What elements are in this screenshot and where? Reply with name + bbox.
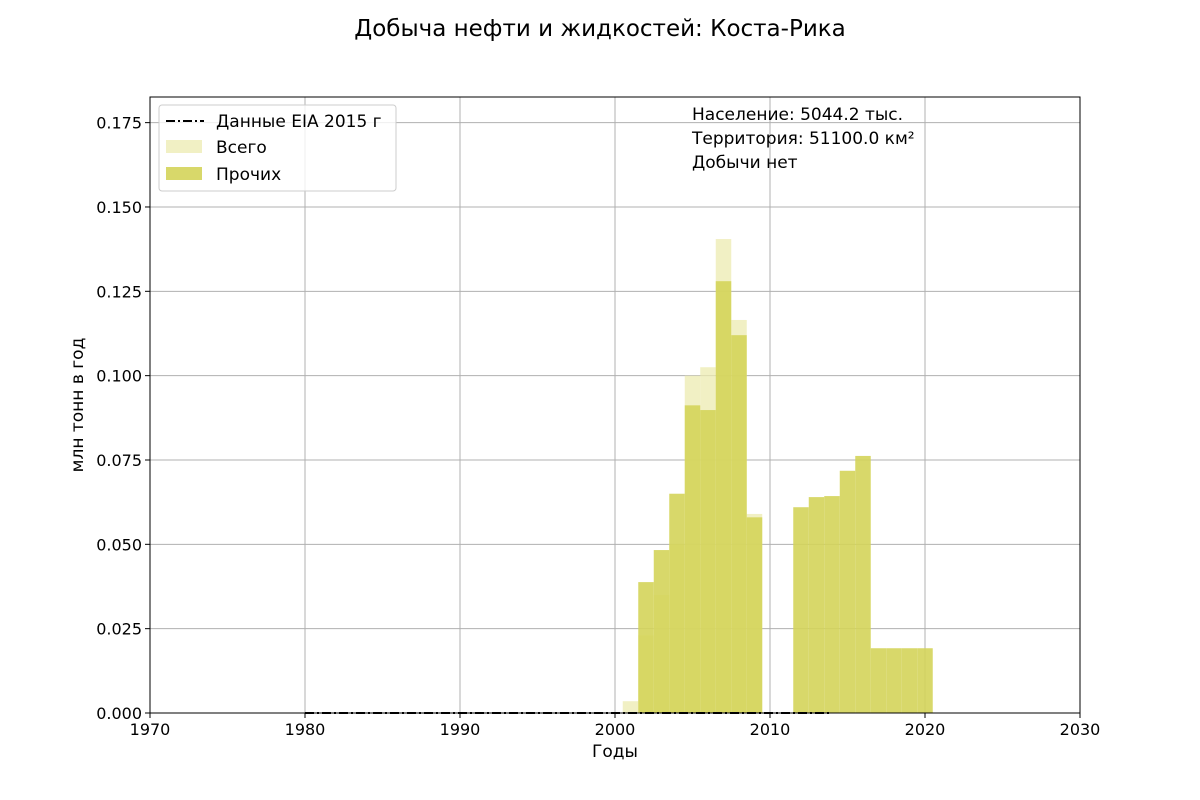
y-tick-label: 0.125 (96, 282, 142, 301)
bar-other-2016 (855, 455, 871, 713)
bar-other-2002 (638, 582, 654, 713)
grid (149, 97, 1081, 714)
legend-box (158, 104, 397, 192)
x-tick-label: 2030 (1060, 720, 1101, 739)
y-axis-ticks: 0.000 0.025 0.050 0.075 0.100 0.125 0.150 0.175 (96, 114, 150, 723)
y-tick-label: 0.175 (96, 114, 142, 133)
y-tick-label: 0.000 (96, 704, 142, 723)
bar-other-2006 (700, 410, 716, 713)
chart-title: Добыча нефти и жидкостей: Коста-Рика (354, 16, 846, 42)
bar-total-2001 (622, 701, 639, 713)
territory-annotation: Территория: 51100.0 км² (691, 129, 915, 149)
legend-label-other: Прочих (216, 165, 281, 185)
x-axis-label: Годы (592, 742, 638, 762)
bar-other-2018 (886, 648, 902, 713)
y-axis-label: млн тонн в год (68, 338, 88, 473)
bar-other-2004 (669, 493, 685, 713)
y-tick-label: 0.075 (96, 451, 142, 470)
x-tick-label: 2020 (905, 720, 946, 739)
bar-other-2005 (684, 405, 701, 713)
legend-swatch-other (166, 167, 202, 180)
legend-label-eia: Данные EIA 2015 г (216, 112, 382, 132)
population-annotation: Население: 5044.2 тыс. (692, 105, 903, 125)
bar-other-2017 (870, 648, 887, 713)
x-tick-label: 1980 (285, 720, 326, 739)
production-annotation: Добычи нет (692, 153, 798, 173)
x-axis-ticks: 1970 1980 1990 2000 2010 2020 2030 (130, 713, 1101, 739)
bar-other-2009 (746, 517, 763, 713)
legend: Данные EIA 2015 г Всего Прочих (158, 104, 397, 192)
bar-other-2012 (793, 507, 809, 713)
bar-other-2014 (824, 496, 840, 713)
x-tick-label: 1970 (130, 720, 171, 739)
x-tick-label: 2010 (750, 720, 791, 739)
x-tick-label: 2000 (595, 720, 636, 739)
y-tick-label: 0.150 (96, 198, 142, 217)
x-tick-label: 1990 (440, 720, 481, 739)
bar-other-2019 (901, 648, 918, 713)
y-tick-label: 0.100 (96, 367, 142, 386)
y-tick-label: 0.050 (96, 535, 142, 554)
y-tick-label: 0.025 (96, 620, 142, 639)
bar-other-2003 (653, 550, 670, 713)
bar-other-2013 (808, 497, 825, 713)
bar-other-2008 (731, 335, 747, 713)
bar-other-2015 (839, 470, 856, 713)
bar-other-2007 (715, 281, 732, 713)
bar-other-2020 (917, 648, 933, 713)
legend-label-total: Всего (216, 138, 267, 158)
bars-other (638, 281, 933, 713)
legend-swatch-total (166, 140, 202, 153)
